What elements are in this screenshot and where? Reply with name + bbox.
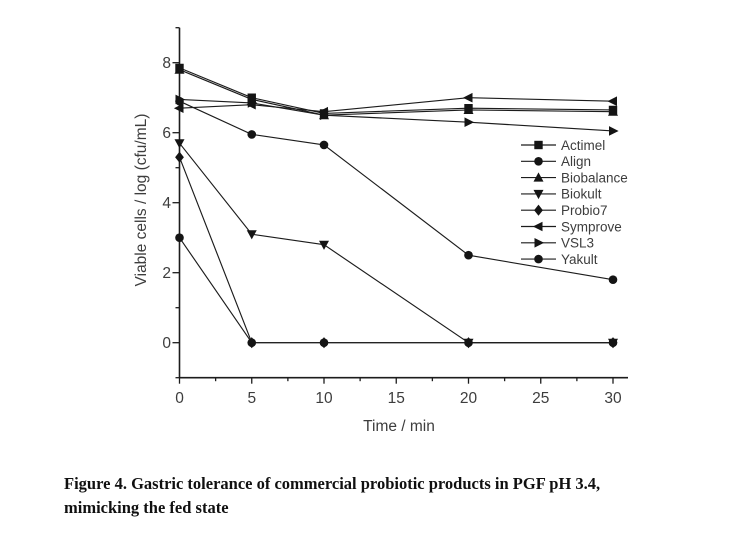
series-line (178, 156, 613, 344)
series-line (179, 67, 614, 114)
diamond-marker-icon (247, 337, 257, 349)
triangle-left-marker-icon (173, 103, 184, 113)
circle-marker-icon (247, 130, 257, 139)
diamond-marker-icon (608, 337, 618, 349)
triangle-down-marker-icon (246, 230, 257, 240)
caption-line2: mimicking the fed state (64, 497, 229, 517)
x-tick-label: 0 (175, 390, 184, 407)
legend-item-probio7: Probio7 (521, 203, 608, 218)
circle-marker-icon (175, 96, 184, 106)
legend-item-yakult: Yakult (521, 252, 598, 267)
triangle-left-marker-icon (462, 92, 473, 103)
triangle-right-marker-icon (534, 238, 545, 248)
triangle-right-marker-icon (320, 110, 330, 120)
series-line (179, 237, 613, 344)
series-yakult (175, 96, 618, 285)
x-tick-label: 10 (315, 390, 333, 407)
y-tick-label: 4 (162, 195, 171, 212)
triangle-down-marker-icon (319, 240, 329, 250)
diamond-marker-icon (534, 204, 543, 216)
circle-marker-icon (175, 233, 184, 242)
legend-label: Actimel (561, 138, 605, 153)
legend-item-biokult: Biokult (521, 187, 602, 202)
legend-label: Probio7 (561, 203, 608, 218)
y-axis-title: Viable cells / log (cfu/mL) (133, 114, 150, 287)
triangle-right-marker-icon (609, 126, 619, 136)
y-tick-label: 0 (162, 335, 171, 352)
legend-label: Biobalance (561, 170, 628, 185)
x-axis-title: Time / min (363, 418, 435, 435)
diamond-marker-icon (175, 151, 184, 163)
x-tick-label: 20 (460, 390, 478, 407)
legend-item-vsl3: VSL3 (521, 236, 594, 251)
series-line (179, 69, 614, 116)
series-vsl3 (175, 94, 619, 136)
figure-caption: Figure 4. Gastric tolerance of commercia… (64, 472, 686, 519)
triangle-right-marker-icon (464, 117, 475, 127)
caption-line1: Figure 4. Gastric tolerance of commercia… (64, 474, 601, 493)
x-tick-label: 30 (604, 390, 622, 407)
legend-label: Yakult (561, 252, 598, 267)
series-line (179, 100, 614, 281)
circle-marker-icon (464, 250, 473, 260)
x-tick-label: 5 (247, 390, 256, 407)
triangle-left-marker-icon (607, 96, 617, 106)
triangle-up-marker-icon (533, 172, 544, 182)
y-tick-label: 2 (162, 265, 171, 282)
triangle-left-marker-icon (532, 221, 543, 232)
triangle-down-marker-icon (174, 139, 185, 149)
legend-item-biobalance: Biobalance (521, 170, 628, 185)
circle-marker-icon (608, 275, 618, 285)
legend-item-actimel: Actimel (521, 138, 605, 153)
diamond-marker-icon (464, 337, 473, 349)
circle-marker-icon (319, 140, 329, 150)
triangle-down-marker-icon (533, 189, 544, 200)
triangle-up-marker-icon (608, 106, 618, 116)
series-align (175, 233, 618, 348)
legend-label: Symprove (561, 219, 622, 234)
triangle-up-marker-icon (463, 104, 474, 114)
square-marker-icon (534, 140, 543, 150)
circle-marker-icon (534, 157, 543, 166)
probiotic-gastric-tolerance-chart: 0 2 4 6 8 0 5 10 15 20 25 30 Time / min Viable cells … (133, 27, 628, 435)
x-tick-label: 25 (532, 390, 549, 407)
legend-label: Align (561, 154, 591, 169)
circle-marker-icon (534, 254, 543, 264)
y-tick-label: 6 (162, 125, 171, 142)
axis-labels: 0 2 4 6 8 0 5 10 15 20 25 30 Time / min Viable cells … (133, 55, 622, 435)
x-tick-label: 15 (388, 390, 405, 407)
legend-label: VSL3 (561, 236, 594, 251)
triangle-right-marker-icon (247, 98, 258, 108)
y-tick-label: 8 (162, 55, 171, 72)
series-group (173, 63, 619, 349)
diamond-marker-icon (319, 337, 329, 349)
triangle-up-marker-icon (174, 64, 185, 74)
legend-label: Biokult (561, 187, 602, 202)
legend-item-symprove: Symprove (521, 219, 622, 234)
series-probio7 (175, 151, 618, 349)
series-actimel (175, 63, 618, 118)
legend-item-align: Align (521, 154, 591, 169)
tick-marks (172, 27, 614, 384)
